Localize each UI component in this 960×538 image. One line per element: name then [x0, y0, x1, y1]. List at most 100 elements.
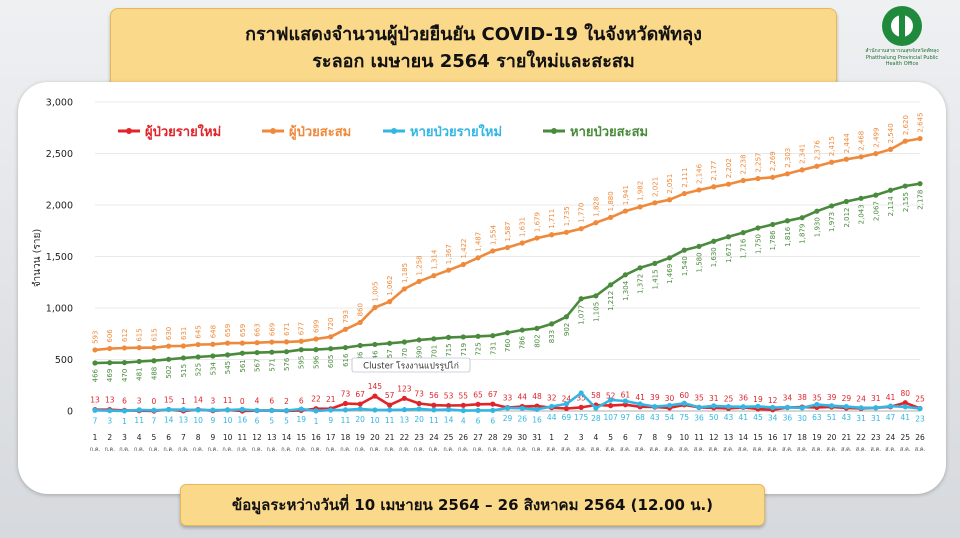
x-tick-month: ก.ค. — [104, 447, 115, 453]
data-label: 902 — [563, 323, 571, 336]
data-label: 34 — [768, 413, 778, 422]
data-label: 35 — [694, 393, 704, 402]
data-point — [784, 404, 791, 410]
data-label: 786 — [519, 336, 527, 350]
data-label: 16 — [238, 415, 248, 424]
data-label: 612 — [121, 329, 129, 342]
x-tick-month: ส.ค. — [679, 446, 690, 453]
x-tick-day: 16 — [311, 433, 321, 442]
data-point — [740, 177, 746, 184]
data-point — [696, 404, 702, 410]
data-label: 616 — [342, 353, 350, 367]
x-tick-month: ส.ค. — [915, 446, 926, 453]
y-tick-label: 2,000 — [46, 201, 73, 212]
data-label: 25 — [915, 394, 925, 403]
data-label: 1 — [122, 417, 127, 426]
x-tick-month: ก.ค. — [237, 447, 248, 453]
data-point — [298, 347, 304, 353]
x-tick-day: 23 — [414, 433, 424, 442]
data-point — [416, 337, 422, 343]
x-tick-day: 24 — [886, 433, 896, 442]
x-tick-day: 9 — [667, 433, 672, 442]
x-tick-day: 26 — [459, 433, 469, 442]
data-label: 75 — [680, 413, 690, 422]
data-label: 48 — [532, 392, 542, 401]
data-point — [151, 358, 157, 364]
y-tick-label: 500 — [55, 355, 73, 366]
data-point — [372, 341, 378, 348]
data-label: 1,258 — [416, 255, 424, 275]
data-point — [578, 296, 584, 302]
x-tick-month: ก.ค. — [163, 447, 174, 453]
data-label: 67 — [355, 390, 365, 399]
data-point — [917, 406, 923, 412]
data-label: 10 — [193, 416, 203, 425]
data-point — [475, 401, 481, 407]
data-point — [666, 402, 673, 409]
data-label: 833 — [548, 330, 556, 343]
data-point — [195, 341, 201, 348]
data-point — [873, 151, 879, 157]
x-tick-month: ก.ค. — [222, 447, 233, 453]
data-label: 29 — [503, 414, 513, 423]
data-point — [666, 255, 673, 261]
x-tick-month: ก.ค. — [296, 447, 307, 453]
x-tick-day: 29 — [503, 433, 513, 442]
data-label: 31 — [871, 394, 881, 403]
data-label: 1,005 — [371, 281, 379, 301]
data-label: 13 — [400, 416, 410, 425]
legend-item: หายป่วยรายใหม่ — [383, 123, 502, 140]
data-point — [401, 286, 407, 292]
data-point — [637, 204, 643, 210]
data-label: 2,202 — [725, 158, 733, 178]
data-label: 630 — [165, 327, 173, 340]
data-point — [563, 401, 570, 407]
data-label: 34 — [783, 393, 793, 402]
data-point — [224, 340, 231, 346]
data-point — [328, 407, 334, 413]
x-tick-day: 30 — [517, 433, 527, 442]
data-point — [401, 339, 407, 345]
data-label: 648 — [209, 325, 217, 338]
data-point — [578, 390, 584, 396]
data-label: 3 — [210, 397, 215, 406]
data-label: 43 — [650, 413, 660, 422]
data-label: 39 — [650, 393, 660, 402]
data-label: 3 — [107, 417, 112, 426]
x-tick-day: 10 — [680, 433, 690, 442]
data-point — [195, 354, 201, 360]
data-point — [416, 400, 422, 407]
x-tick-month: ก.ค. — [134, 447, 145, 453]
data-point — [210, 407, 216, 413]
data-label: 14 — [164, 416, 174, 425]
data-point — [770, 174, 776, 180]
series-line — [94, 137, 921, 352]
data-point — [342, 407, 349, 413]
x-tick-month: ก.ค. — [267, 447, 278, 453]
data-label: 28 — [591, 414, 601, 423]
x-tick-day: 22 — [856, 433, 866, 442]
data-point — [387, 407, 393, 413]
data-label: 606 — [106, 329, 114, 343]
data-label: 145 — [368, 382, 383, 391]
data-point — [858, 405, 864, 411]
data-label: 30 — [797, 414, 807, 423]
data-point — [534, 406, 540, 412]
data-label: 15 — [164, 395, 174, 404]
data-label: 1 — [314, 417, 319, 426]
x-tick-month: ก.ค. — [281, 447, 292, 453]
data-point — [401, 395, 407, 401]
data-point — [858, 195, 864, 201]
x-tick-month: ส.ค. — [812, 446, 823, 453]
data-label: 567 — [254, 359, 262, 372]
data-label: 10 — [223, 416, 233, 425]
x-tick-month: ก.ค. — [473, 447, 484, 453]
data-label: 2,341 — [799, 144, 807, 164]
data-point — [843, 403, 849, 410]
data-label: 2,012 — [843, 207, 851, 227]
data-point — [431, 336, 437, 342]
data-point — [387, 340, 393, 346]
x-tick-day: 13 — [724, 433, 734, 442]
data-point — [784, 218, 791, 224]
